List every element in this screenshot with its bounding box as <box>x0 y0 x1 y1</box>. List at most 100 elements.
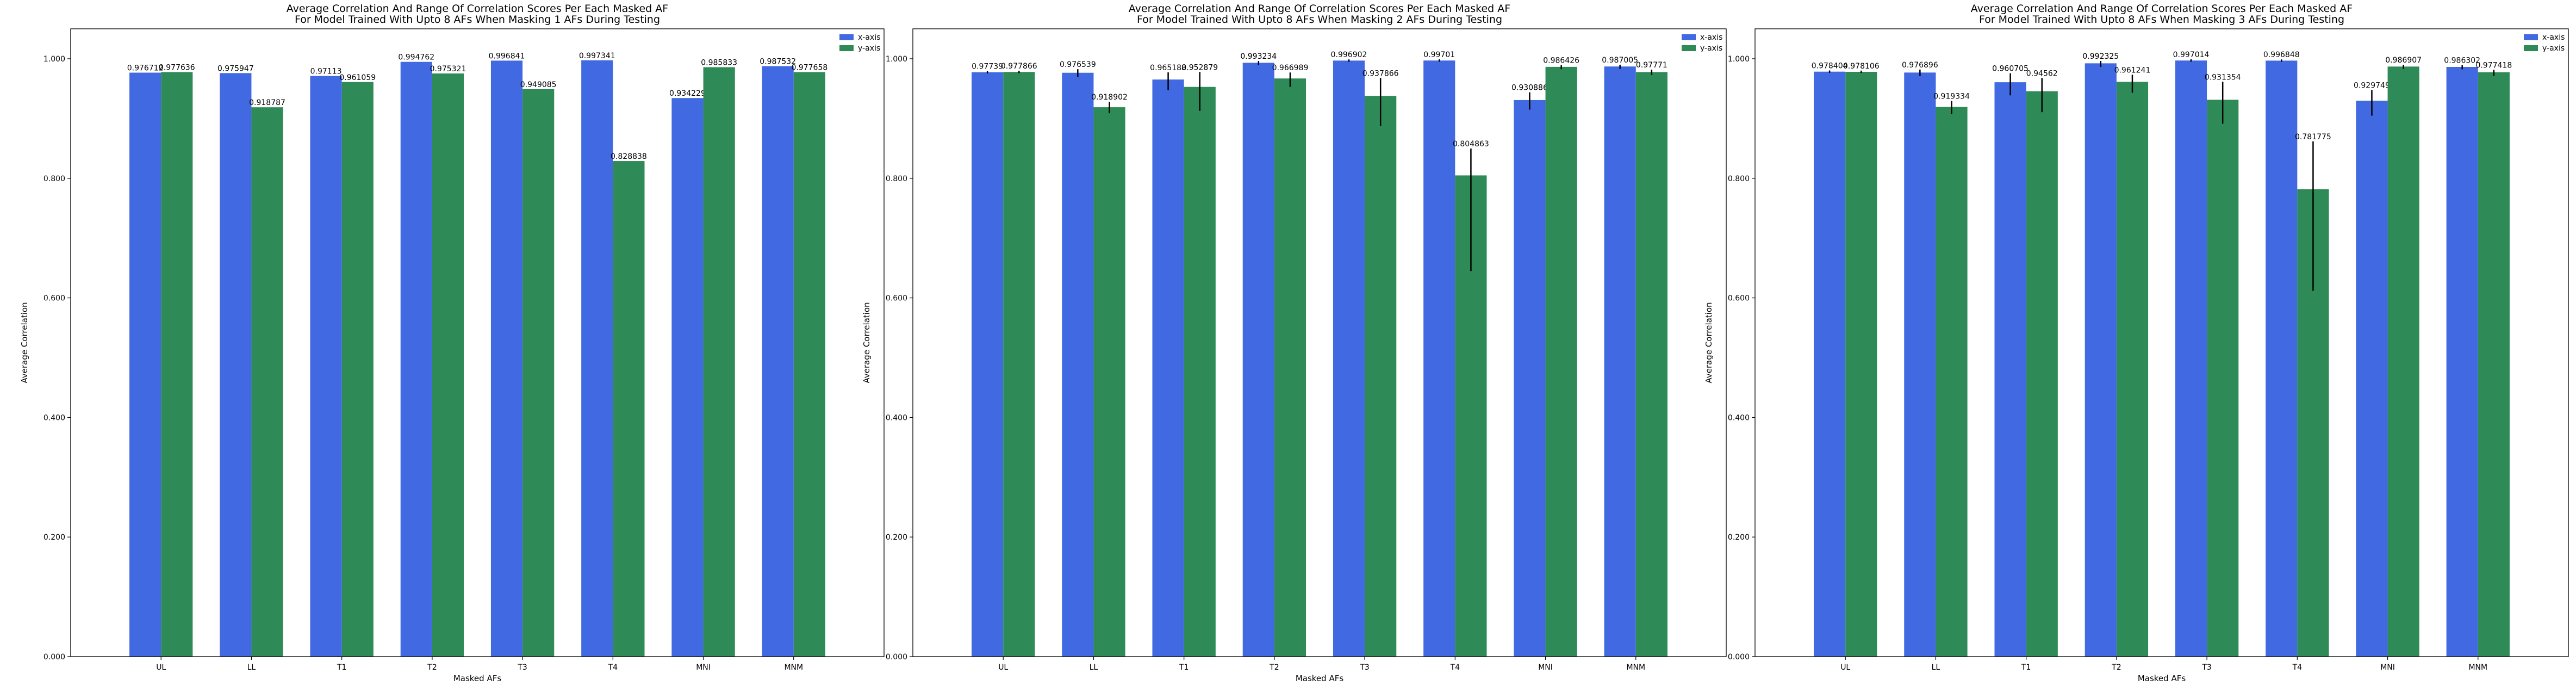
bar-x-axis-T2 <box>1242 63 1274 657</box>
bar-x-axis-MNM <box>762 66 794 657</box>
chart-title: Average Correlation And Range Of Correla… <box>1129 3 1510 26</box>
data-label-y-axis-MNI: 0.986426 <box>1543 57 1579 65</box>
y-tick-label: 0.600 <box>1728 294 1750 303</box>
y-axis-label: Average Correlation <box>1704 302 1714 383</box>
bar-x-axis-T3 <box>1333 60 1365 657</box>
bar-x-axis-UL <box>972 72 1004 657</box>
y-tick-label: 1.000 <box>886 55 907 64</box>
data-label-y-axis-T2: 0.966989 <box>1272 64 1309 72</box>
data-label-x-axis-LL: 0.976896 <box>1902 61 1938 70</box>
x-tick-label: T1 <box>1179 663 1189 672</box>
data-label-y-axis-T2: 0.975321 <box>430 65 466 73</box>
data-label-x-axis-T2: 0.993234 <box>1240 52 1277 61</box>
bar-y-axis-LL <box>1936 107 1968 657</box>
bar-y-axis-MNM <box>1635 72 1667 657</box>
bar-y-axis-MNM <box>793 72 825 657</box>
y-tick-label: 0.800 <box>886 175 907 183</box>
x-tick-label: MNM <box>784 663 803 672</box>
y-tick-label: 0.200 <box>886 533 907 542</box>
data-label-y-axis-MNI: 0.986907 <box>2385 56 2422 65</box>
data-label-x-axis-LL: 0.975947 <box>217 64 254 73</box>
legend-label-y-axis: y-axis <box>858 44 880 53</box>
y-tick-label: 0.400 <box>1728 413 1750 422</box>
x-tick-label: T4 <box>608 663 618 672</box>
data-label-x-axis-T2: 0.992325 <box>2082 52 2119 61</box>
chart-panel-3: Average Correlation And Range Of Correla… <box>1704 3 2569 683</box>
x-tick-label: T4 <box>1450 663 1460 672</box>
x-tick-label: MNM <box>1626 663 1645 672</box>
legend-label-x-axis: x-axis <box>858 33 880 42</box>
bar-y-axis-T3 <box>1365 96 1397 657</box>
x-tick-label: UL <box>1840 663 1850 672</box>
bar-y-axis-UL <box>1003 72 1035 657</box>
legend-label-y-axis: y-axis <box>1700 44 1722 53</box>
bar-x-axis-T4 <box>1423 60 1455 657</box>
x-tick-label: UL <box>998 663 1008 672</box>
y-tick-label: 0.400 <box>43 413 65 422</box>
legend-label-x-axis: x-axis <box>2542 33 2565 42</box>
y-tick-label: 0.200 <box>43 533 65 542</box>
data-label-x-axis-T3: 0.996841 <box>489 52 525 60</box>
x-tick-label: MNI <box>2380 663 2395 672</box>
bar-y-axis-UL <box>1845 72 1877 657</box>
bar-y-axis-LL <box>1093 107 1125 657</box>
bar-x-axis-T1 <box>1994 82 2026 657</box>
bar-x-axis-MNI <box>2356 101 2388 657</box>
x-tick-label: T3 <box>1359 663 1369 672</box>
bar-x-axis-LL <box>1062 72 1094 657</box>
data-label-y-axis-LL: 0.918902 <box>1091 93 1128 102</box>
x-tick-label: MNI <box>1538 663 1553 672</box>
bar-x-axis-T3 <box>2175 60 2207 657</box>
axes-frame <box>70 28 885 657</box>
x-axis-label: Masked AFs <box>453 673 502 683</box>
data-label-x-axis-T3: 0.996902 <box>1331 51 1367 59</box>
legend-swatch-x-axis <box>1682 34 1696 40</box>
bar-x-axis-MNM <box>2446 67 2478 657</box>
data-label-y-axis-T1: 0.952879 <box>1181 63 1218 72</box>
x-tick-label: T2 <box>2111 663 2121 672</box>
y-tick-label: 0.200 <box>1728 533 1750 542</box>
x-tick-label: LL <box>1090 663 1098 672</box>
bar-x-axis-T2 <box>400 61 432 657</box>
legend-swatch-y-axis <box>1682 45 1696 51</box>
data-label-y-axis-UL: 0.977636 <box>159 64 195 72</box>
x-tick-label: T3 <box>517 663 527 672</box>
legend-label-x-axis: x-axis <box>1700 33 1722 42</box>
axes-frame <box>912 28 1727 657</box>
data-label-y-axis-UL: 0.977866 <box>1001 62 1037 71</box>
data-label-y-axis-T4: 0.781775 <box>2295 133 2331 141</box>
bar-y-axis-T2 <box>2116 82 2149 657</box>
data-label-y-axis-T3: 0.949085 <box>520 81 557 89</box>
data-label-y-axis-T2: 0.961241 <box>2114 66 2151 75</box>
legend-swatch-y-axis <box>839 45 854 51</box>
bar-y-axis-UL <box>161 72 193 657</box>
data-label-x-axis-UL: 0.97739 <box>972 63 1003 71</box>
chart-panel-2: Average Correlation And Range Of Correla… <box>862 3 1727 683</box>
bar-y-axis-T1 <box>1184 86 1216 657</box>
data-label-x-axis-MNM: 0.987005 <box>1602 56 1638 65</box>
y-tick-label: 0.800 <box>43 175 65 183</box>
data-label-y-axis-T4: 0.828838 <box>611 152 647 161</box>
bar-x-axis-T1 <box>1152 79 1184 657</box>
data-label-x-axis-T3: 0.997014 <box>2173 51 2210 59</box>
bar-y-axis-LL <box>251 107 283 657</box>
data-label-y-axis-T1: 0.961059 <box>339 73 376 82</box>
bar-y-axis-T2 <box>432 73 464 657</box>
bar-y-axis-T2 <box>1274 78 1306 657</box>
bar-x-axis-LL <box>220 73 252 657</box>
data-label-x-axis-MNI: 0.934229 <box>669 89 706 98</box>
data-label-x-axis-UL: 0.976712 <box>127 64 164 73</box>
data-label-x-axis-UL: 0.978404 <box>1812 61 1848 70</box>
data-label-x-axis-T4: 0.997341 <box>579 52 615 60</box>
y-axis-label: Average Correlation <box>20 302 29 383</box>
data-label-x-axis-T1: 0.960705 <box>1992 65 2029 73</box>
x-tick-label: LL <box>1932 663 1940 672</box>
data-label-y-axis-MNM: 0.977658 <box>791 64 827 72</box>
y-tick-label: 0.000 <box>43 653 65 662</box>
bar-y-axis-T1 <box>341 82 374 657</box>
x-tick-label: T4 <box>2292 663 2303 672</box>
bar-x-axis-LL <box>1904 72 1936 657</box>
data-label-y-axis-MNI: 0.985833 <box>701 59 737 67</box>
x-axis-label: Masked AFs <box>1296 673 1344 683</box>
